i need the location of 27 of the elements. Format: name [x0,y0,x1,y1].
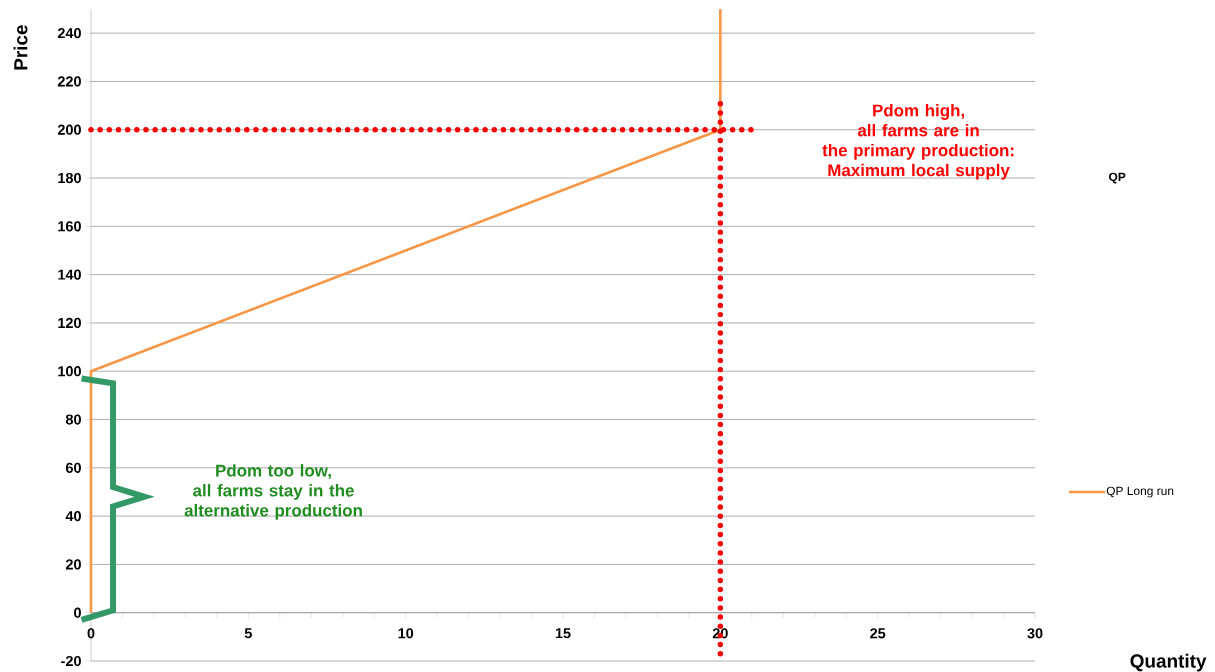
x-tick-label: 25 [870,628,886,639]
y-tick-label: 80 [65,414,81,425]
y-tick-label: 200 [57,124,81,135]
x-tick-label: 0 [87,628,95,639]
y-tick-label: 60 [65,462,81,473]
y-axis-title: Price [13,25,28,70]
y-tick-label: -20 [61,655,81,667]
annotation: Pdom high, all farms are in the primary production: Maximum local supply [822,104,1014,180]
y-tick-label: 0 [74,607,81,618]
x-axis-title: Quantity [1130,653,1207,672]
x-tick-label: 10 [398,628,414,639]
x-tick-label: 30 [1027,628,1043,639]
y-tick-label: 140 [58,269,81,280]
y-tick-label: 120 [58,317,81,329]
legend-title: QP [1109,172,1126,184]
legend-label: QP Long run [1106,486,1174,498]
y-tick-label: 100 [58,366,81,377]
x-tick-label: 5 [244,628,252,639]
y-tick-label: 160 [58,221,81,232]
y-tick-label: 180 [58,172,81,184]
y-tick-label: 220 [57,76,81,87]
annotation: Pdom too low, all farms stay in the alternative production [184,464,362,520]
y-tick-label: 20 [65,559,81,570]
x-tick-label: 15 [555,628,571,639]
y-tick-label: 40 [65,510,81,522]
y-tick-label: 240 [57,28,81,39]
line-series [89,7,722,614]
